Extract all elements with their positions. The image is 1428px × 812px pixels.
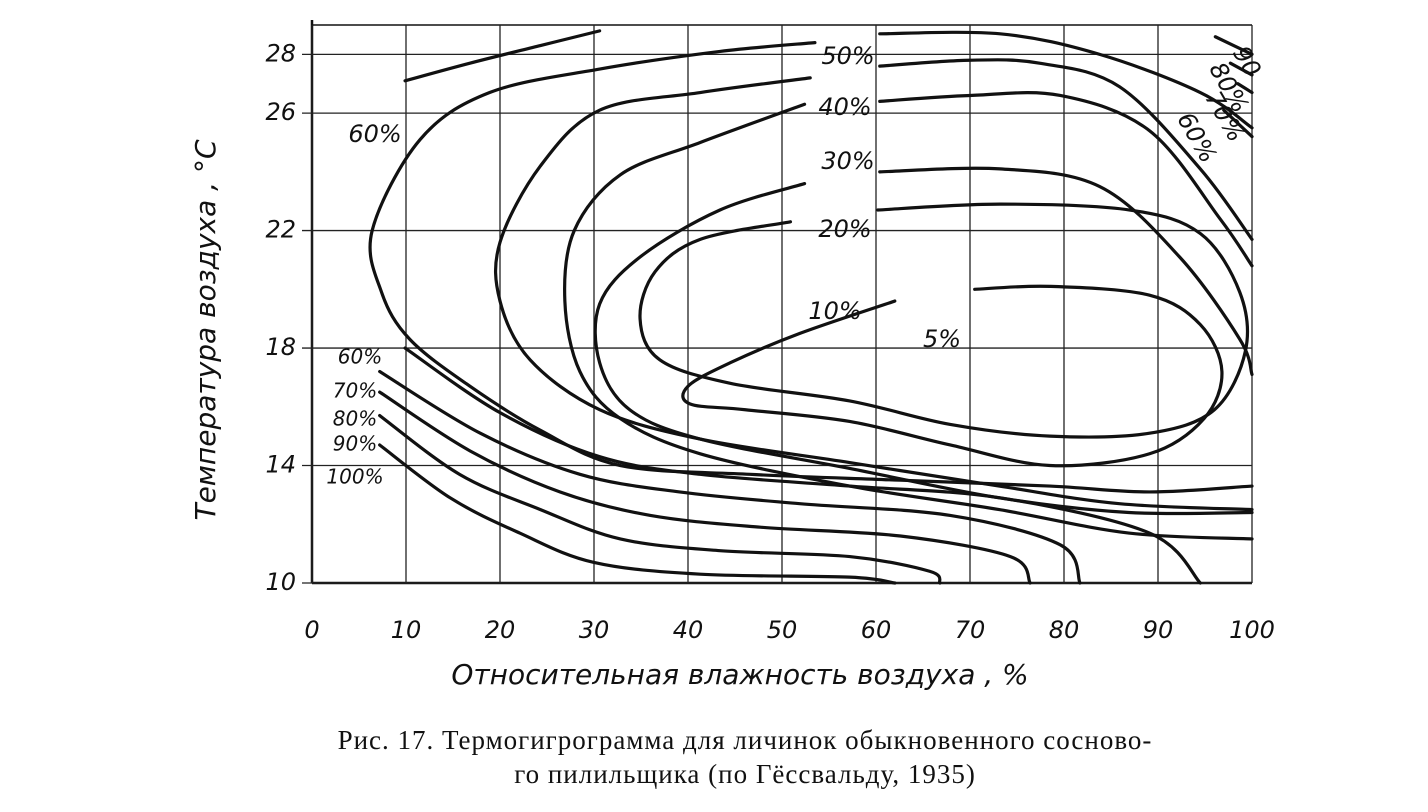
y-tick-label: 22 (265, 216, 296, 244)
x-axis-label: Относительная влажность воздуха , % (451, 658, 1028, 691)
contour-label: 30% (821, 147, 874, 175)
contour-label: 40% (818, 93, 871, 121)
y-tick-label: 26 (265, 98, 296, 126)
y-tick-label: 18 (265, 333, 296, 361)
contour-line (378, 414, 942, 585)
y-tick-label: 14 (265, 451, 296, 479)
x-tick-label: 30 (579, 616, 610, 644)
contour-line (1222, 108, 1254, 139)
y-axis-label: Температура воздуха , °C (189, 139, 222, 521)
x-tick-label: 60 (861, 616, 892, 644)
contour-line (403, 29, 602, 83)
x-tick-label: 20 (485, 616, 516, 644)
contour-label: 20% (818, 215, 871, 243)
contour-label: 100% (326, 465, 383, 489)
contour-line (403, 346, 1202, 585)
x-tick-label: 0 (304, 616, 319, 644)
x-tick-label: 80 (1049, 616, 1080, 644)
contour-line (1228, 61, 1254, 77)
caption-line: Рис. 17. Термогигрограмма для личинок об… (338, 725, 1153, 755)
x-tick-label: 70 (955, 616, 986, 644)
contour-line (493, 58, 1254, 512)
contour-line (593, 166, 1254, 516)
x-tick-label: 10 (391, 616, 422, 644)
contour-label: 70% (333, 379, 377, 403)
contour-label: 5% (923, 325, 961, 353)
contour-label: 80% (333, 407, 377, 431)
contour-label: 60% (338, 345, 382, 369)
contour-line (638, 202, 1250, 439)
contour-line (378, 369, 1082, 585)
contour-line (368, 30, 1254, 494)
contour-label: 60% (348, 120, 401, 148)
x-tick-label: 100 (1229, 616, 1275, 644)
x-tick-label: 50 (767, 616, 798, 644)
contour-label: 90% (333, 432, 377, 456)
y-tick-label: 10 (265, 568, 296, 596)
x-tick-label: 90 (1143, 616, 1174, 644)
contour-label: 50% (821, 42, 874, 70)
contour-line (681, 284, 1224, 468)
y-tick-label: 28 (265, 39, 296, 67)
x-tick-label: 40 (673, 616, 704, 644)
contour-line (378, 390, 1032, 585)
contour-line (1236, 82, 1254, 95)
contour-line (563, 91, 1254, 541)
contour-line (378, 443, 897, 585)
contour-line (1213, 35, 1254, 56)
caption-line: го пилильщика (по Гёссвальду, 1935) (514, 759, 976, 789)
